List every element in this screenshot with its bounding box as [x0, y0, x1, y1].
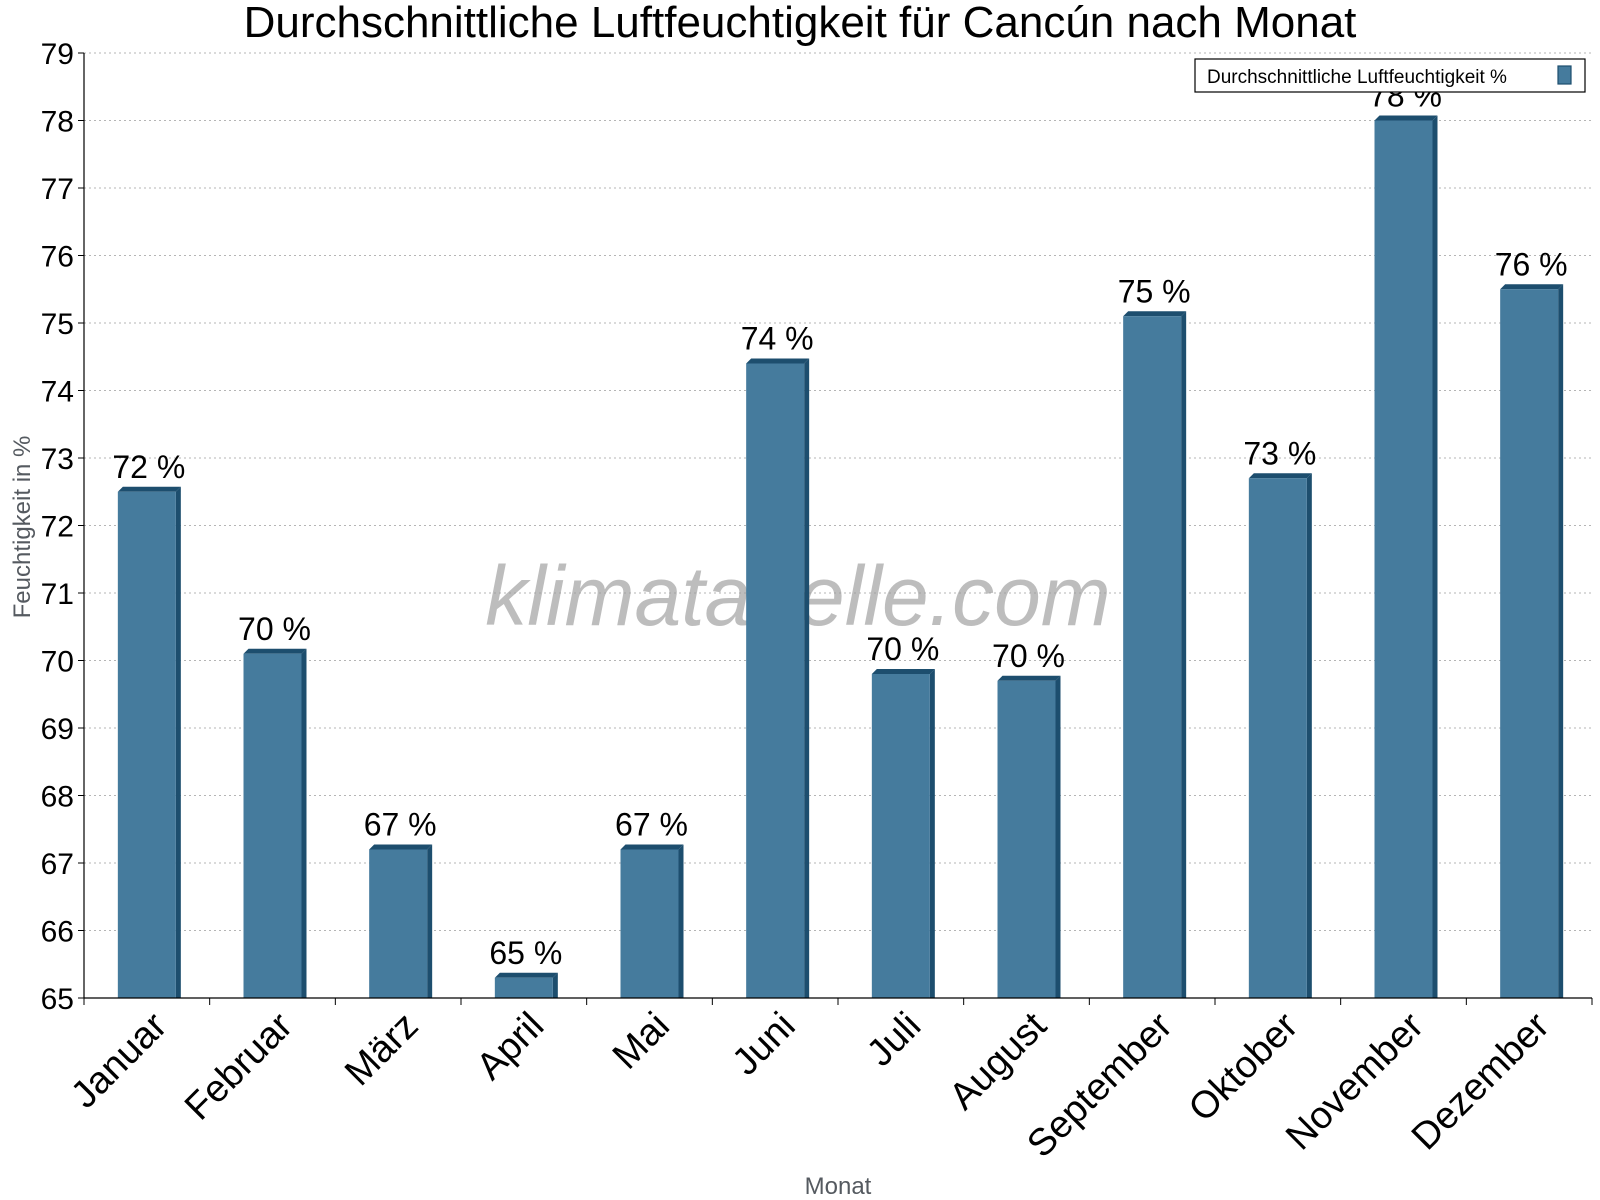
bar-side: [175, 486, 181, 998]
bar: [746, 363, 805, 998]
bar: [117, 491, 176, 998]
y-tick-label: 71: [41, 578, 74, 611]
y-tick-label: 75: [41, 308, 74, 341]
x-tick-label: Februar: [177, 1004, 301, 1128]
data-labels: 72 % 70 % 67 % 65 % 67 % 74 % 70 % 70 % 75 % 73 %…: [112, 78, 1567, 971]
bar-side: [301, 648, 307, 998]
bar-side: [1432, 115, 1438, 998]
x-tick-label: August: [942, 1004, 1056, 1118]
axes: [78, 52, 1593, 1005]
bar: [369, 849, 428, 998]
bar: [620, 849, 679, 998]
y-tick-label: 66: [41, 916, 74, 949]
bar-top: [620, 844, 684, 850]
x-tick-label: März: [337, 1005, 426, 1094]
data-label: 74 %: [741, 321, 814, 357]
bar-top: [1374, 115, 1438, 121]
y-tick-label: 78: [41, 106, 74, 139]
bar-side: [804, 358, 810, 998]
data-label: 75 %: [1118, 273, 1191, 309]
y-tick-labels: 65 66 67 68 69 70 71 72 73 74 75 76 77 78 79: [41, 38, 74, 1016]
x-tick-label: Oktober: [1181, 1004, 1307, 1130]
bar-top: [1500, 284, 1564, 290]
bar-side: [1055, 675, 1061, 998]
bar-side: [552, 972, 558, 998]
bar-top: [871, 669, 935, 674]
y-tick-label: 79: [41, 38, 74, 71]
legend-swatch: [1557, 65, 1572, 85]
y-tick-label: 76: [41, 241, 74, 274]
bar-top: [1248, 473, 1312, 479]
data-label: 70 %: [238, 611, 311, 647]
x-tick-label: Dezember: [1404, 1004, 1558, 1158]
bar: [1123, 316, 1182, 998]
bar-side: [678, 844, 684, 998]
bars: [117, 115, 1564, 998]
x-tick-labels: Januar Februar März April Mai Juni Juli AugustS…: [63, 1004, 1557, 1165]
bar-top: [997, 675, 1061, 681]
y-tick-label: 73: [41, 443, 74, 476]
chart-title: Durchschnittliche Luftfeuchtigkeit für C…: [244, 0, 1357, 47]
x-tick-label: November: [1278, 1004, 1432, 1158]
bar-top: [243, 648, 307, 654]
bar-top: [1123, 311, 1187, 317]
y-tick-label: 65: [41, 983, 74, 1016]
bar-side: [427, 844, 433, 998]
bar-side: [1181, 311, 1187, 998]
x-axis-label: Monat: [805, 1173, 872, 1200]
bar: [871, 674, 930, 998]
bar-side: [1558, 284, 1564, 998]
bar-top: [369, 844, 433, 850]
y-tick-label: 67: [41, 848, 74, 881]
bar-side: [1306, 473, 1312, 998]
bar: [1248, 478, 1307, 998]
x-tick-label: April: [469, 1005, 552, 1088]
x-tick-label: Juli: [859, 1005, 929, 1075]
data-label: 65 %: [489, 935, 562, 971]
x-tick-label: Mai: [605, 1005, 678, 1078]
data-label: 70 %: [866, 631, 939, 667]
bar: [1500, 289, 1559, 998]
legend-box: [1194, 58, 1586, 93]
y-tick-label: 72: [41, 511, 74, 544]
y-axis-label: Feuchtigkeit in %: [9, 436, 36, 619]
bar: [243, 653, 302, 998]
bar-top: [746, 358, 810, 364]
bar: [494, 977, 553, 998]
grid-lines: [84, 52, 1592, 931]
bar-side: [929, 669, 935, 998]
bar: [997, 680, 1056, 998]
legend: Durchschnittliche Luftfeuchtigkeit %: [1194, 58, 1586, 93]
data-label: 76 %: [1495, 246, 1568, 282]
y-tick-label: 70: [41, 646, 74, 679]
legend-label: Durchschnittliche Luftfeuchtigkeit %: [1207, 67, 1507, 88]
bar: [1374, 120, 1433, 998]
y-tick-label: 68: [41, 781, 74, 814]
data-label: 72 %: [112, 449, 185, 485]
data-label: 73 %: [1243, 435, 1316, 471]
x-tick-label: Juni: [725, 1005, 804, 1084]
y-tick-label: 77: [41, 173, 74, 206]
bar-top: [494, 972, 558, 978]
x-tick-label: Januar: [63, 1004, 175, 1116]
data-label: 67 %: [364, 807, 437, 843]
data-label: 67 %: [615, 807, 688, 843]
data-label: 70 %: [992, 638, 1065, 674]
y-tick-label: 69: [41, 713, 74, 746]
y-tick-label: 74: [41, 376, 74, 409]
bar-top: [117, 486, 181, 492]
